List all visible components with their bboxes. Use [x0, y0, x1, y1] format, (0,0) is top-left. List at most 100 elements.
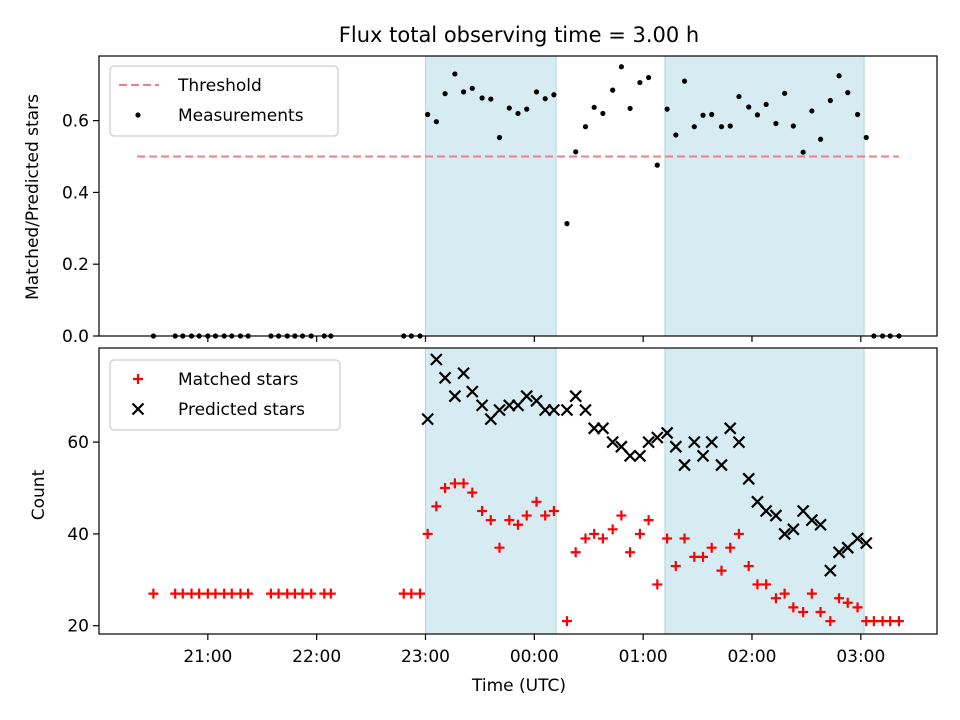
data-point	[597, 533, 608, 544]
x-tick-label: 23:00	[401, 647, 450, 667]
data-point	[696, 449, 710, 463]
data-point	[488, 96, 494, 102]
data-point	[421, 412, 434, 426]
data-point	[580, 533, 591, 544]
data-point	[513, 519, 523, 530]
data-point	[669, 440, 683, 453]
data-point	[742, 472, 755, 486]
data-point	[297, 588, 308, 599]
data-point	[504, 515, 515, 526]
data-point	[689, 551, 700, 562]
data-point	[673, 132, 679, 138]
data-point	[769, 509, 783, 522]
data-point	[589, 528, 600, 539]
data-point	[854, 111, 861, 118]
data-point	[770, 593, 781, 604]
data-point	[806, 588, 817, 599]
data-point	[477, 505, 488, 516]
data-point	[542, 96, 548, 102]
data-point	[725, 542, 736, 553]
ratio-panel: 0.0 0.2 0.4 0.6 Threshold Measurements	[62, 55, 938, 347]
data-point	[415, 588, 426, 599]
data-point	[627, 105, 633, 112]
data-point	[496, 134, 503, 141]
data-point	[715, 458, 728, 472]
data-point	[778, 527, 791, 541]
chart-title: Flux total observing time = 3.00 h	[339, 23, 699, 47]
data-point	[618, 64, 624, 70]
data-point	[773, 120, 779, 127]
data-point	[698, 551, 709, 562]
data-point	[732, 435, 746, 449]
data-point	[475, 399, 489, 412]
data-point	[623, 449, 637, 463]
data-point	[573, 149, 579, 155]
data-point	[449, 478, 460, 489]
x-tick-label: 03:00	[836, 647, 885, 667]
data-point	[551, 92, 557, 98]
data-point	[842, 597, 853, 608]
y-tick-label: 0.6	[62, 112, 89, 132]
data-point	[782, 90, 788, 96]
x-tick-label: 02:00	[727, 647, 776, 667]
data-point	[452, 71, 458, 77]
data-point	[467, 487, 478, 498]
data-point	[859, 536, 873, 550]
data-point	[761, 579, 772, 590]
legend-box	[109, 65, 339, 137]
data-point	[688, 435, 701, 449]
data-point	[643, 515, 654, 526]
data-point	[596, 422, 610, 435]
data-point	[723, 422, 737, 435]
data-point	[306, 588, 317, 599]
data-point	[790, 123, 796, 129]
data-point	[805, 513, 819, 527]
data-point	[533, 89, 540, 95]
data-point	[832, 546, 846, 559]
legend-entry: Predicted stars	[178, 400, 305, 420]
data-point	[325, 588, 336, 599]
count-panel: 20 40 60 21:00 22:00 23:00 00:00 01:00 02:00 03:0…	[67, 347, 938, 667]
data-point	[788, 602, 799, 613]
data-point	[548, 505, 559, 516]
data-point	[834, 593, 845, 604]
data-point	[716, 565, 727, 576]
legend-box	[109, 359, 341, 431]
data-point	[743, 561, 754, 572]
data-point	[733, 528, 744, 539]
data-point	[787, 523, 800, 536]
data-point	[560, 403, 574, 417]
data-point	[651, 431, 664, 444]
data-point	[825, 616, 836, 627]
data-point	[868, 616, 879, 627]
legend-swatch	[135, 112, 141, 118]
data-point	[521, 510, 532, 521]
data-point	[431, 501, 442, 512]
data-point	[442, 91, 448, 97]
data-point	[852, 602, 863, 613]
data-point	[148, 588, 159, 599]
data-point	[438, 371, 452, 385]
data-point	[700, 112, 706, 118]
x-tick-label: 01:00	[619, 647, 668, 667]
data-point	[493, 403, 506, 417]
top-y-axis-label: Matched/Predicted stars	[23, 94, 43, 300]
data-point	[660, 426, 674, 440]
data-point	[763, 101, 769, 108]
data-point	[582, 124, 589, 130]
data-point	[610, 87, 616, 93]
plot-frame	[98, 347, 938, 635]
data-point	[460, 89, 467, 95]
data-point	[540, 510, 551, 521]
data-point	[634, 528, 645, 539]
data-point	[485, 515, 496, 526]
data-point	[824, 564, 837, 577]
data-point	[515, 110, 521, 117]
data-point	[727, 123, 733, 129]
x-axis-label: Time (UTC)	[471, 676, 566, 696]
y-tick-label: 0.0	[62, 327, 89, 347]
data-point	[479, 95, 485, 101]
y-tick-label: 40	[67, 525, 89, 545]
data-point	[570, 547, 581, 558]
